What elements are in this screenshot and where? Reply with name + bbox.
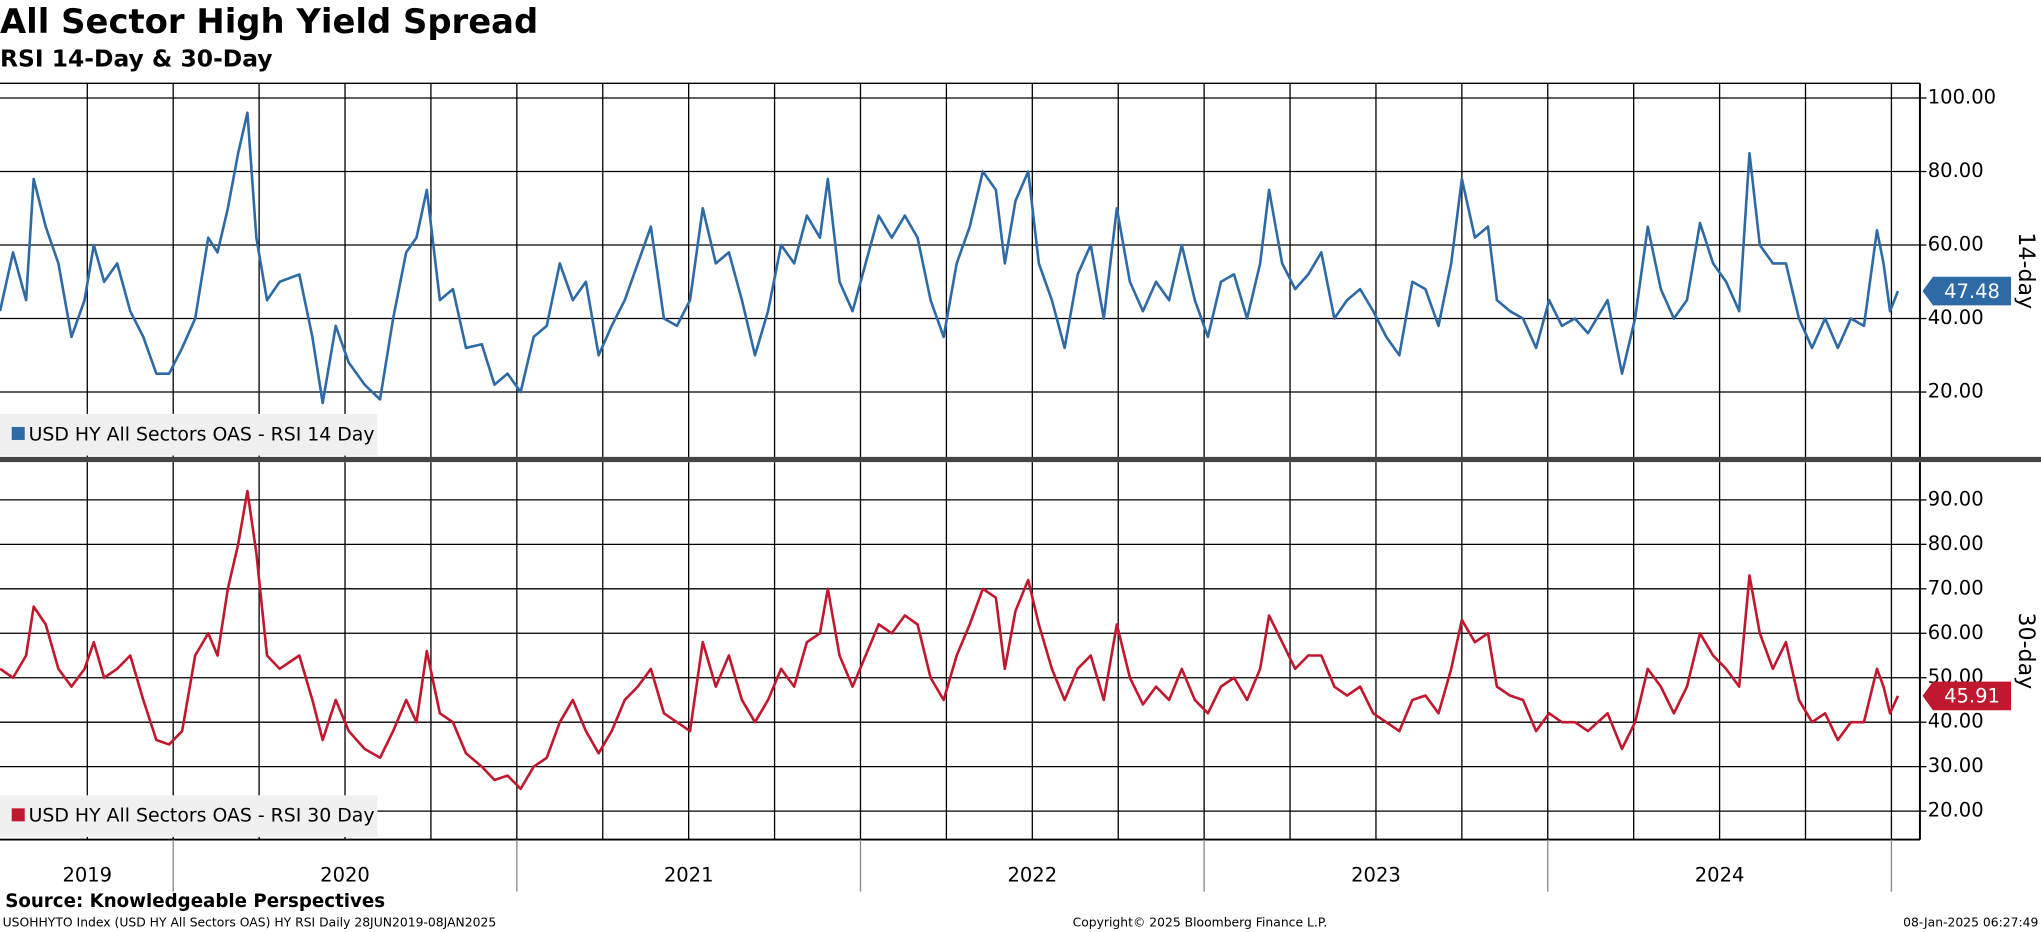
y-tick-label: 30.00	[1928, 754, 1984, 777]
series-line	[0, 111, 1900, 405]
legend-label: USD HY All Sectors OAS - RSI 30 Day	[29, 805, 375, 827]
legend-box	[0, 795, 378, 837]
last-value-label: 45.91	[1944, 685, 2000, 708]
series-line	[0, 489, 1900, 791]
y-tick-label: 100.00	[1928, 86, 1996, 109]
y-axis-title: 14-day	[2013, 232, 2039, 309]
x-tick-label: 2020	[320, 864, 370, 887]
last-value-label: 47.48	[1944, 280, 2000, 303]
source: Source: Knowledgeable Perspectives	[5, 891, 385, 912]
y-tick-label: 70.00	[1928, 576, 1984, 599]
x-tick-label: 2021	[664, 864, 714, 887]
y-tick-label: 60.00	[1928, 233, 1984, 256]
copyright: Copyright© 2025 Bloomberg Finance L.P.	[1073, 915, 1328, 929]
last-value-tag	[1922, 681, 2012, 711]
y-tick-label: 90.00	[1928, 487, 1984, 510]
x-tick-label: 2019	[62, 864, 112, 887]
y-tick-label: 40.00	[1928, 710, 1984, 733]
y-tick-label: 40.00	[1928, 306, 1984, 329]
legend-swatch	[11, 426, 25, 440]
y-tick-label: 80.00	[1928, 532, 1984, 555]
x-tick-label: 2022	[1007, 864, 1057, 887]
y-tick-label: 20.00	[1928, 799, 1984, 822]
chart-title: All Sector High Yield Spread	[0, 2, 538, 41]
legend-label: USD HY All Sectors OAS - RSI 14 Day	[29, 423, 375, 445]
description: USOHHYTO Index (USD HY All Sectors OAS) …	[3, 915, 497, 929]
y-tick-label: 20.00	[1928, 380, 1984, 403]
last-value-tag	[1922, 276, 2012, 306]
x-tick-label: 2023	[1351, 864, 1401, 887]
y-tick-label: 60.00	[1928, 621, 1984, 644]
panel-divider	[0, 456, 2041, 463]
y-tick-label: 80.00	[1928, 159, 1984, 182]
legend-box	[0, 413, 378, 456]
chart-subtitle: RSI 14-Day & 30-Day	[0, 44, 273, 72]
timestamp: 08-Jan-2025 06:27:49	[1903, 915, 2038, 929]
x-tick-label: 2024	[1695, 864, 1745, 887]
y-axis-title: 30-day	[2013, 612, 2039, 689]
legend-swatch	[11, 808, 25, 822]
